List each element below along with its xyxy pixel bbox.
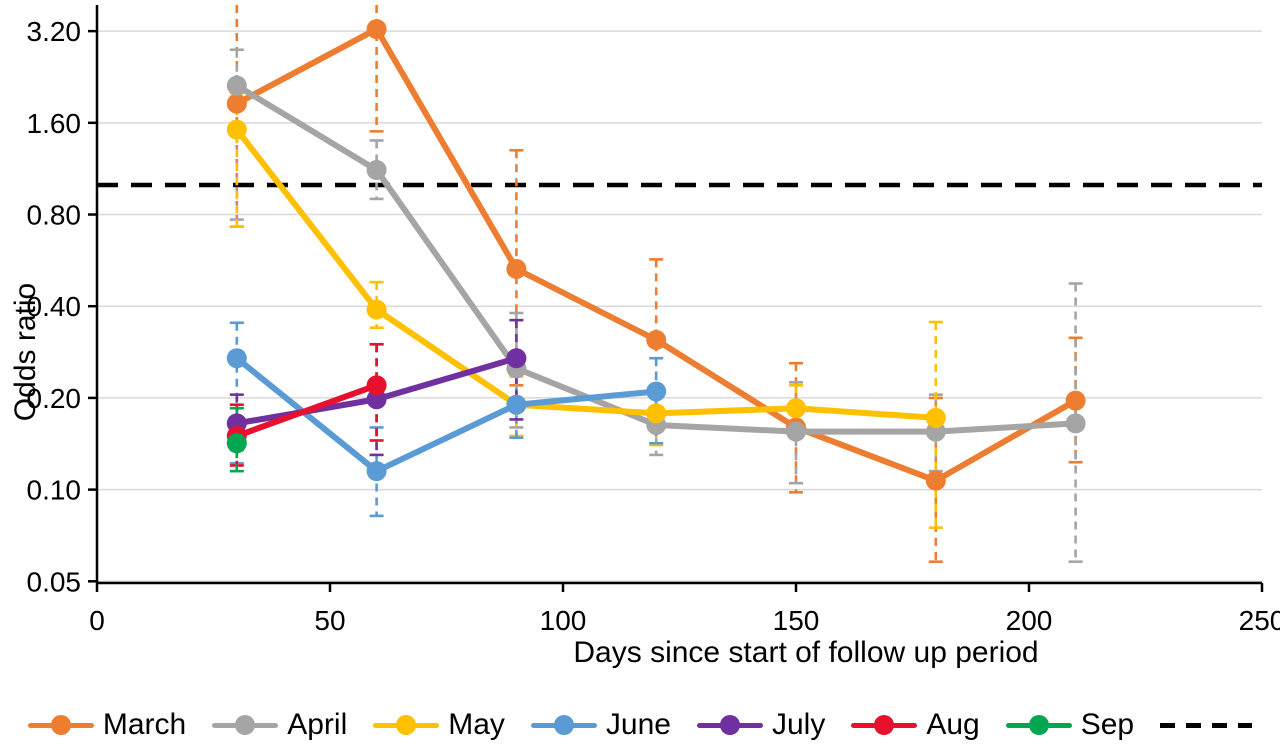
data-point-march-180 [925,470,946,491]
legend-item-march: March [27,708,187,741]
legend-item-reference-line [1160,722,1253,728]
x-tick-label: 100 [540,605,587,636]
legend-dot-icon [50,715,71,735]
error-bars-june [229,321,664,518]
series-april [226,75,1086,442]
data-point-april-180 [925,421,946,442]
data-point-april-150 [786,421,806,442]
data-point-june-90 [506,394,527,415]
x-tick-label: 250 [1239,605,1280,636]
legend-line-marker-icon [530,715,597,735]
legend-dot-icon [874,715,895,735]
legend-label: June [605,708,671,741]
data-point-april-30 [226,75,247,96]
y-axis-title: Odds ratio [9,282,42,422]
legend-dot-icon [396,715,417,735]
plot-canvas: 3.20 1.60 0.80 0.40 0.20 0.10 0.050 50 100 150 200… [27,5,1280,636]
data-point-june-120 [646,381,667,402]
legend-label: March [102,708,187,741]
x-tick-label: 50 [314,605,345,636]
data-point-june-60 [366,461,387,482]
legend-dot-icon [1028,715,1049,735]
data-point-may-120 [646,403,667,424]
legend-label: July [771,708,826,741]
data-point-march-210 [1065,390,1086,411]
x-tick-label: 0 [89,605,105,636]
data-point-march-30 [226,93,247,114]
error-bars-may [229,92,943,529]
data-point-sep-30 [226,433,247,454]
legend-item-may: May [373,710,505,740]
legend-line-marker-icon [212,715,279,735]
series-line-june [233,355,660,475]
x-tick-label: 150 [773,605,820,636]
axes [88,5,1264,592]
legend-dot-icon [553,715,574,735]
legend-label: April [287,708,348,741]
legend-item-sep: Sep [1005,708,1135,741]
data-point-may-180 [925,407,946,428]
legend-label: May [448,708,505,741]
y-tick-label: 0.40 [27,291,82,322]
legend-line-marker-icon [696,715,763,735]
series-line-aug [233,382,380,439]
series-june [226,348,667,482]
data-point-july-60 [366,389,387,410]
legend-dashed-line-icon [1160,722,1253,728]
legend-item-april: April [212,710,347,740]
data-point-may-30 [226,119,247,140]
series-line-may [233,126,939,421]
y-tick-label: 0.80 [27,200,82,231]
legend-item-june: June [530,708,671,741]
gridlines [97,30,1262,583]
y-tick-label: 0.05 [27,566,82,597]
legend-label: Sep [1080,708,1135,741]
series-may [226,119,946,428]
legend-line-marker-icon [27,715,94,735]
legend-label: Aug [926,708,980,741]
data-point-march-120 [646,329,667,350]
data-point-may-60 [366,299,387,320]
y-tick-label: 0.20 [27,383,82,414]
legend-line-marker-icon [1005,715,1072,735]
legend-line-marker-icon [373,715,440,735]
series-aug [226,375,387,446]
y-tick-label: 3.20 [27,16,82,47]
data-point-aug-60 [366,375,387,396]
x-tick-label: 200 [1006,605,1053,636]
tick-labels: 3.20 1.60 0.80 0.40 0.20 0.10 0.050 50 100 150 200… [27,16,1280,636]
data-point-april-60 [366,160,387,181]
y-tick-label: 1.60 [27,108,82,139]
data-point-may-150 [786,398,806,419]
legend-item-july: July [696,708,826,741]
series-sep [226,433,247,454]
legend: March April May June July Aug Sep [0,704,1280,746]
legend-line-marker-icon [851,715,918,735]
data-point-march-90 [506,258,527,279]
data-point-june-30 [226,348,247,369]
legend-item-aug: Aug [851,708,980,741]
data-point-july-90 [506,348,527,369]
legend-dot-icon [719,715,740,735]
legend-dot-icon [235,715,256,735]
data-point-march-60 [366,19,387,40]
x-axis-title: Days since start of follow up period [573,636,1039,669]
series-march [226,19,1086,491]
y-tick-label: 0.10 [27,475,82,506]
data-point-april-210 [1065,413,1086,434]
